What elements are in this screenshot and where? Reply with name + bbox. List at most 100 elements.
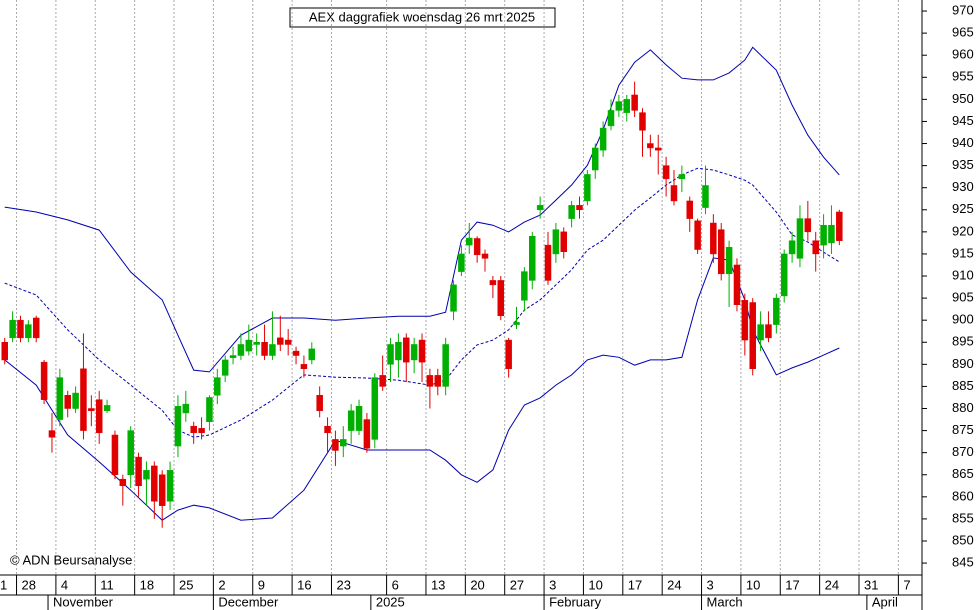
y-tick-label: 870 <box>952 444 974 459</box>
y-tick-label: 860 <box>952 488 974 503</box>
candle-body <box>442 344 449 387</box>
x-tick-label: 3 <box>707 577 714 592</box>
candle-body <box>489 280 497 286</box>
candle-body <box>450 284 457 312</box>
candle-body <box>332 439 339 451</box>
candle-body <box>80 368 87 431</box>
y-tick-label: 900 <box>952 312 974 327</box>
y-tick-label: 885 <box>952 378 974 393</box>
candle-body <box>568 205 575 219</box>
candle-body <box>552 229 560 255</box>
x-tick-label: 24 <box>825 577 839 592</box>
candle-body <box>277 337 284 345</box>
y-tick-label: 910 <box>952 267 974 282</box>
y-tick-label: 950 <box>952 91 974 106</box>
candle-body <box>828 224 835 244</box>
candle-body <box>765 324 772 339</box>
candle-body <box>143 470 150 480</box>
candle-body <box>591 147 599 171</box>
candle-body <box>300 364 308 370</box>
candle-body <box>166 470 174 502</box>
candle-body <box>458 253 465 272</box>
candle-body <box>387 344 394 365</box>
x-tick-label: 31 <box>864 577 878 592</box>
candle-body <box>253 342 260 345</box>
candle-body <box>9 319 16 339</box>
candle-body <box>151 465 158 502</box>
candle-body <box>324 425 331 434</box>
candle-body <box>40 361 48 400</box>
x-tick-label: 10 <box>746 577 760 592</box>
y-tick-label: 940 <box>952 135 974 150</box>
x-tick-label: 9 <box>258 577 265 592</box>
chart-title: AEX daggrafiek woensdag 26 mrt 2025 <box>309 9 535 24</box>
candle-body <box>371 377 379 440</box>
candle-body <box>796 218 804 259</box>
y-tick-label: 895 <box>952 334 974 349</box>
candle-body <box>308 348 316 361</box>
y-tick-label: 890 <box>952 356 974 371</box>
candle-body <box>725 247 733 275</box>
x-tick-label: 28 <box>22 577 36 592</box>
candle-body <box>17 319 24 339</box>
candle-body <box>410 344 418 361</box>
candle-body <box>56 377 64 420</box>
bollinger-band <box>4 167 840 438</box>
candle-body <box>710 222 717 255</box>
bollinger-band <box>4 46 840 373</box>
candle-body <box>717 229 725 275</box>
y-tick-label: 865 <box>952 466 974 481</box>
candle-body <box>340 439 347 447</box>
candle-body <box>395 342 402 361</box>
x-tick-label: 27 <box>510 577 524 592</box>
candle-body <box>654 147 662 151</box>
candle-body <box>261 342 268 356</box>
x-tick-label: 7 <box>903 577 910 592</box>
y-tick-label: 850 <box>952 532 974 547</box>
candle-body <box>536 205 544 211</box>
x-tick-label: 10 <box>588 577 602 592</box>
candle-body <box>631 94 638 111</box>
candle-body <box>1 342 8 361</box>
candle-body <box>237 344 245 356</box>
candle-body <box>403 337 410 363</box>
y-tick-label: 845 <box>952 555 974 570</box>
candle-body <box>111 434 119 476</box>
y-tick-label: 905 <box>952 290 974 305</box>
candle-body <box>269 344 276 356</box>
x-tick-label: 13 <box>431 577 445 592</box>
candle-body <box>206 397 213 423</box>
y-tick-label: 970 <box>952 2 974 17</box>
y-tick-label: 915 <box>952 245 974 260</box>
x-tick-label: 17 <box>628 577 642 592</box>
y-tick-label: 935 <box>952 157 974 172</box>
candle-body <box>214 377 221 396</box>
x-tick-label: 18 <box>140 577 154 592</box>
candle-body <box>599 127 607 151</box>
title-box <box>289 7 556 28</box>
credit: © ADN Beursanalyse <box>10 552 132 567</box>
y-tick-label: 925 <box>952 201 974 216</box>
candle-body <box>639 112 646 131</box>
candle-body <box>647 143 654 149</box>
x-tick-label: 2 <box>218 577 225 592</box>
candle-body <box>379 375 386 387</box>
candle-body <box>607 110 615 127</box>
month-label: April <box>872 594 898 609</box>
candle-body <box>836 211 843 241</box>
candle-body <box>694 220 701 250</box>
candle-body <box>103 405 111 411</box>
x-tick-label: 25 <box>179 577 193 592</box>
month-label: March <box>707 594 743 609</box>
candle-body <box>316 395 323 411</box>
candle-body <box>190 425 197 434</box>
candle-body <box>804 218 812 233</box>
candle-body <box>702 185 709 208</box>
x-tick-label: 20 <box>470 577 484 592</box>
candle-body <box>733 264 741 305</box>
candle-body <box>513 322 520 325</box>
month-label: November <box>53 594 114 609</box>
candle-body <box>662 165 670 180</box>
month-label: February <box>549 594 602 609</box>
x-tick-label: 17 <box>785 577 799 592</box>
